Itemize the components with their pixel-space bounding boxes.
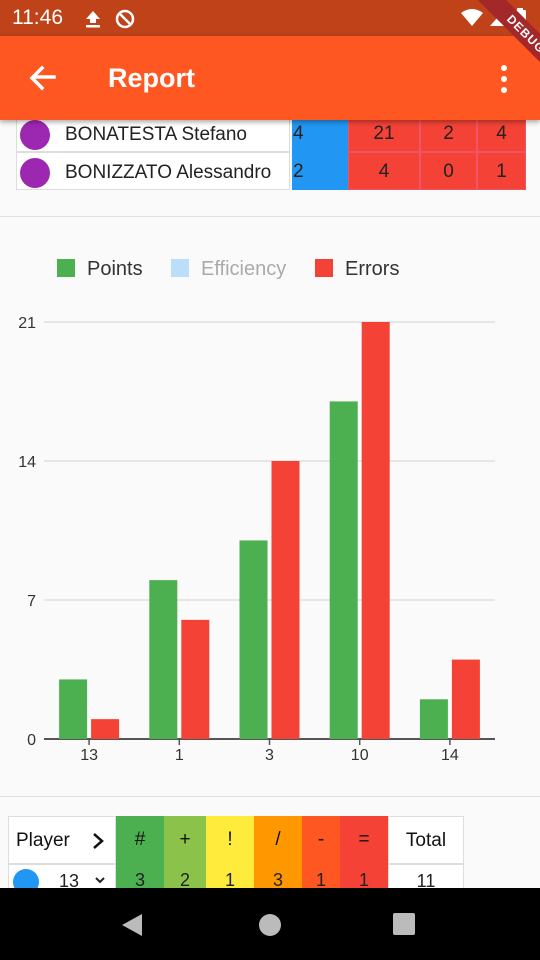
- legend-swatch: [57, 259, 75, 277]
- value-cell: 1: [206, 864, 254, 888]
- x-tick-label: 10: [351, 747, 369, 764]
- avatar: [20, 120, 50, 150]
- legend-label: Efficiency: [201, 258, 286, 280]
- player-cell: BONIZZATO Alessandro: [16, 152, 290, 190]
- page-title: Report: [108, 63, 195, 93]
- navigation-bar: [0, 888, 540, 960]
- table-row[interactable]: BONIZZATO Alessandro 2 4 0 1: [16, 152, 526, 190]
- player-name: BONIZZATO Alessandro: [65, 162, 272, 183]
- bar-errors: [451, 659, 480, 739]
- player-header[interactable]: Player: [8, 816, 116, 864]
- legend-swatch: [171, 259, 189, 277]
- section-divider: [0, 216, 540, 217]
- player-header-label: Player: [16, 830, 70, 851]
- x-tick-label: 3: [265, 747, 274, 764]
- header-error: =: [340, 816, 388, 864]
- x-tick-label: 1: [175, 747, 184, 764]
- value-cell: 1: [302, 864, 340, 888]
- value-cell: 1: [340, 864, 388, 888]
- bar-points: [329, 401, 358, 739]
- bar-errors: [181, 619, 210, 739]
- header-total: Total: [388, 816, 464, 864]
- x-tick-label: 13: [80, 747, 98, 764]
- player-cell: BONATESTA Stefano: [16, 114, 290, 152]
- app-bar: Report: [0, 36, 540, 120]
- value-cell: 3: [254, 864, 302, 888]
- more-vert-icon[interactable]: [488, 58, 520, 102]
- table-row[interactable]: BONATESTA Stefano 4 21 2 4: [16, 114, 526, 152]
- player-number: 13: [59, 871, 80, 888]
- value-cell: 3: [116, 864, 164, 888]
- stat-cell: 4: [348, 152, 420, 190]
- status-time: 11:46: [12, 6, 63, 29]
- bar-points: [59, 679, 88, 739]
- nav-home-icon[interactable]: [258, 913, 282, 937]
- evaluation-table: Player # + ! / - = Total 13 3 2 1 3 1 1 …: [8, 816, 464, 888]
- stat-cell: 21: [348, 114, 420, 152]
- stat-cell: 4: [477, 114, 526, 152]
- y-tick-label: 7: [27, 593, 36, 610]
- bar-errors: [361, 322, 390, 739]
- signal-icon: [490, 10, 504, 26]
- header-slash: /: [254, 816, 302, 864]
- bar-errors: [91, 719, 120, 739]
- y-tick-label: 14: [18, 454, 36, 471]
- stat-cell: 1: [477, 152, 526, 190]
- player-stats-table: BONATESTA Stefano 4 21 2 4 BONIZZATO Ale…: [16, 110, 526, 190]
- stat-cell: 2: [292, 152, 348, 190]
- section-divider: [0, 796, 540, 797]
- back-arrow-icon[interactable]: [20, 56, 64, 100]
- status-bar: 11:46: [0, 0, 540, 36]
- player-name: BONATESTA Stefano: [65, 124, 247, 145]
- x-tick-label: 14: [441, 747, 459, 764]
- y-tick-label: 0: [27, 732, 36, 749]
- legend-swatch: [315, 259, 333, 277]
- avatar: [20, 158, 50, 188]
- stat-cell: 0: [420, 152, 477, 190]
- upload-icon: [86, 11, 100, 28]
- value-cell: 2: [164, 864, 206, 888]
- total-cell: 11: [388, 864, 464, 888]
- legend-label: Errors: [345, 258, 399, 280]
- legend-label: Points: [87, 258, 143, 280]
- nav-back-icon[interactable]: [120, 912, 144, 938]
- wifi-icon: [461, 9, 483, 26]
- bar-points: [419, 699, 448, 739]
- bar-points: [239, 540, 268, 739]
- sync-icon: [115, 9, 135, 29]
- header-positive: +: [164, 816, 206, 864]
- y-tick-label: 21: [18, 315, 36, 332]
- nav-recents-icon[interactable]: [393, 913, 415, 935]
- chevron-down-icon: [95, 877, 105, 884]
- chevron-right-icon: [93, 833, 104, 849]
- header-perfect: #: [116, 816, 164, 864]
- header-negative: -: [302, 816, 340, 864]
- header-exclamation: !: [206, 816, 254, 864]
- bar-errors: [271, 461, 300, 739]
- avatar: [13, 869, 39, 888]
- bar-points: [149, 580, 178, 739]
- battery-icon: [514, 8, 526, 29]
- player-select[interactable]: 13: [8, 864, 116, 888]
